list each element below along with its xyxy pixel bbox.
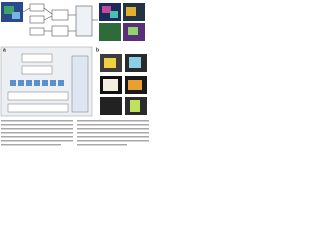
result-images: b xyxy=(96,47,147,115)
box xyxy=(21,65,53,75)
cell xyxy=(58,80,64,86)
cell xyxy=(10,80,16,86)
text-line xyxy=(1,124,73,126)
cell xyxy=(26,80,32,86)
text-line xyxy=(1,136,73,138)
text-line xyxy=(77,124,149,126)
text-line xyxy=(1,132,73,134)
image-region xyxy=(102,6,111,13)
body-text xyxy=(1,120,149,146)
box xyxy=(51,9,69,21)
cell xyxy=(18,80,24,86)
arrow xyxy=(22,7,31,13)
text-line xyxy=(77,128,149,130)
image-region xyxy=(104,58,116,68)
text-line xyxy=(77,132,149,134)
architecture-panel: a xyxy=(0,46,93,117)
arrow xyxy=(43,15,53,21)
text-line xyxy=(1,140,73,142)
box xyxy=(29,15,45,24)
cell xyxy=(50,80,56,86)
text-line xyxy=(1,120,73,122)
page: a b xyxy=(0,0,150,150)
image-region xyxy=(12,12,20,19)
text-line xyxy=(77,140,149,142)
flow-diagram xyxy=(22,3,98,37)
cell xyxy=(42,80,48,86)
image-region xyxy=(128,27,138,35)
image-region xyxy=(129,57,141,68)
box xyxy=(7,103,69,113)
cell-row xyxy=(10,80,64,86)
box xyxy=(21,53,53,63)
image xyxy=(100,97,122,115)
box xyxy=(7,91,69,101)
box xyxy=(29,27,45,36)
output-images xyxy=(99,3,145,41)
image-region xyxy=(4,6,14,14)
image xyxy=(99,23,121,41)
text-line xyxy=(1,128,73,130)
text-line xyxy=(77,136,149,138)
image-region xyxy=(128,80,142,90)
image-region xyxy=(126,7,136,16)
input-image xyxy=(1,2,23,22)
text-line xyxy=(77,144,127,146)
cell xyxy=(34,80,40,86)
figure-page: a b xyxy=(0,2,149,146)
image-region xyxy=(110,11,118,18)
text-line xyxy=(1,144,61,146)
box xyxy=(75,5,93,37)
arrow xyxy=(43,7,53,15)
panel-label: b xyxy=(96,47,99,53)
panel-label: a xyxy=(3,47,6,53)
image-region xyxy=(103,79,118,91)
box xyxy=(51,25,69,37)
box xyxy=(29,3,45,12)
side-box xyxy=(71,55,89,113)
text-line xyxy=(77,120,149,122)
image-region xyxy=(130,100,140,112)
